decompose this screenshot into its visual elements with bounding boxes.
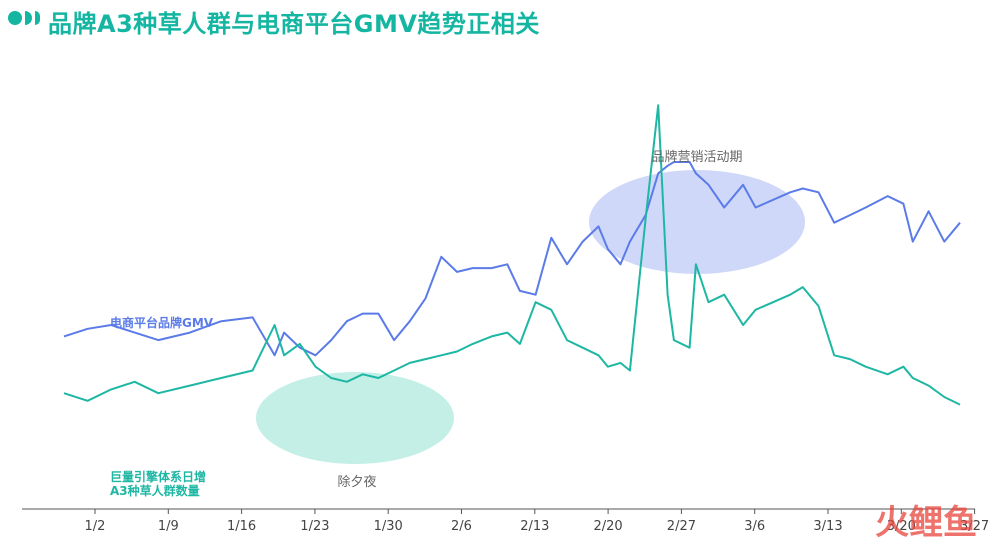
x-tick-label: 3/20 <box>887 519 916 534</box>
bullet-dot-icon <box>8 11 22 25</box>
marketing-period-label: 品牌营销活动期 <box>651 149 742 165</box>
new-year-eve-highlight <box>256 372 454 464</box>
x-tick-label: 3/13 <box>813 519 842 534</box>
new-year-eve-label: 除夕夜 <box>337 475 376 490</box>
x-tick-label: 1/9 <box>158 519 179 534</box>
chart-title: 品牌A3种草人群与电商平台GMV趋势正相关 <box>48 10 540 38</box>
chart-header: 品牌A3种草人群与电商平台GMV趋势正相关 <box>0 0 999 40</box>
x-tick-label: 3/6 <box>744 519 765 534</box>
watermark-logo: 火鲤鱼 <box>875 503 977 543</box>
x-tick-label: 1/23 <box>300 519 329 534</box>
bullet-half-icon <box>25 11 32 25</box>
x-tick-label: 1/2 <box>85 519 106 534</box>
crowd-series-line <box>63 104 961 406</box>
crowd-series-label-line2: A3种草人群数量 <box>110 483 200 498</box>
x-tick-label: 2/20 <box>593 519 622 534</box>
bullet-half-icon-2 <box>35 11 40 25</box>
gmv-series-label: 电商平台品牌GMV <box>110 315 214 330</box>
x-tick-label: 2/27 <box>667 519 696 534</box>
x-axis-ticks: 1/2 1/9 1/16 1/23 1/30 2/6 2/13 2/20 2/27 3/6 3/13… <box>85 509 989 534</box>
x-tick-label: 2/6 <box>451 519 472 534</box>
x-tick-label: 1/16 <box>227 519 256 534</box>
x-tick-label: 1/30 <box>374 519 403 534</box>
series-lines <box>63 104 961 406</box>
x-tick-label: 3/27 <box>960 519 989 534</box>
x-tick-label: 2/13 <box>520 519 549 534</box>
crowd-series-label-line1: 巨量引擎体系日增 <box>110 469 206 484</box>
marketing-period-highlight <box>589 170 805 274</box>
